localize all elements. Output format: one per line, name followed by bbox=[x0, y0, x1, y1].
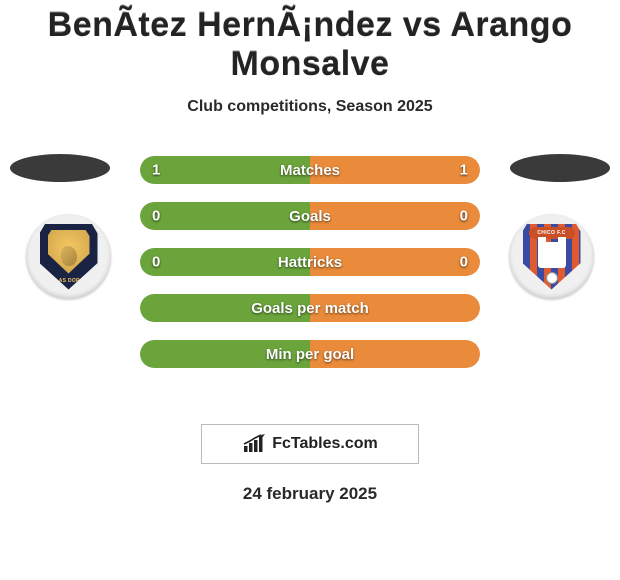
stat-label: Goals per match bbox=[251, 300, 369, 317]
club-badge-right: CHICO F.C bbox=[509, 214, 594, 299]
stat-bar: Matches 1 1 bbox=[140, 156, 480, 184]
club-banner-left: AGUILAS DORADAS bbox=[42, 278, 96, 284]
stat-value-left: 0 bbox=[152, 208, 160, 225]
subtitle: Club competitions, Season 2025 bbox=[0, 98, 620, 116]
stat-value-right: 0 bbox=[460, 254, 468, 271]
stat-value-left: 0 bbox=[152, 254, 160, 271]
stat-label: Goals bbox=[289, 208, 331, 225]
watermark: FcTables.com bbox=[201, 424, 419, 464]
stat-bar: Min per goal bbox=[140, 340, 480, 368]
stat-value-left: 1 bbox=[152, 162, 160, 179]
stat-label: Min per goal bbox=[266, 346, 354, 363]
stat-bar: Hattricks 0 0 bbox=[140, 248, 480, 276]
club-shield-left: AGUILAS DORADAS bbox=[40, 224, 98, 290]
bar-fill-right bbox=[310, 202, 480, 230]
stat-bar: Goals 0 0 bbox=[140, 202, 480, 230]
bar-fill-left bbox=[140, 202, 310, 230]
stat-bar: Goals per match bbox=[140, 294, 480, 322]
castle-icon bbox=[538, 242, 566, 268]
page-title: BenÃ­tez HernÃ¡ndez vs Arango Monsalve bbox=[0, 0, 620, 84]
stat-value-right: 1 bbox=[460, 162, 468, 179]
club-badge-left: AGUILAS DORADAS bbox=[26, 214, 111, 299]
club-banner-right: CHICO F.C bbox=[529, 227, 575, 239]
chart-icon bbox=[242, 434, 268, 454]
ball-icon bbox=[546, 272, 558, 284]
watermark-text: FcTables.com bbox=[272, 435, 378, 453]
stats-area: AGUILAS DORADAS CHICO F.C Matches 1 1 Goals… bbox=[0, 156, 620, 416]
stat-label: Matches bbox=[280, 162, 340, 179]
stat-label: Hattricks bbox=[278, 254, 342, 271]
player-silhouette-left bbox=[10, 154, 110, 182]
date: 24 february 2025 bbox=[0, 484, 620, 504]
stat-value-right: 0 bbox=[460, 208, 468, 225]
stat-bars: Matches 1 1 Goals 0 0 Hattricks 0 0 Goals per mat… bbox=[140, 156, 480, 386]
club-shield-right: CHICO F.C bbox=[523, 224, 581, 290]
player-silhouette-right bbox=[510, 154, 610, 182]
